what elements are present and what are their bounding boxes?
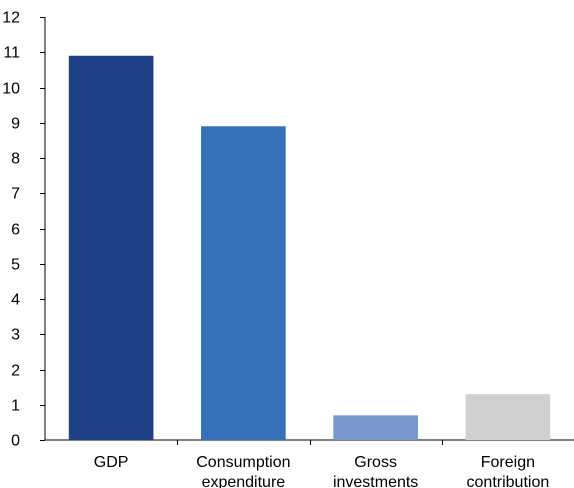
bars	[68, 55, 551, 441]
y-tick-label: 11	[3, 45, 20, 62]
y-tick-label: 5	[11, 257, 20, 274]
y-tick-label: 3	[11, 327, 20, 344]
x-axis-labels: GDP Consumption expenditure Gross investment…	[94, 454, 549, 488]
y-tick-label: 7	[11, 186, 20, 203]
bar	[465, 394, 551, 440]
y-tick-label: 8	[11, 151, 20, 168]
x-category-label-line: Gross	[354, 454, 397, 471]
x-category-label: Consumption expenditure	[196, 454, 290, 488]
y-tick-label: 9	[11, 116, 20, 133]
x-category-label: GDP	[94, 454, 129, 471]
y-tick-label: 0	[11, 433, 20, 450]
bar	[333, 415, 418, 440]
bar	[201, 126, 286, 441]
x-category-label: Gross investments	[333, 454, 418, 488]
x-category-label-line: Consumption	[196, 454, 290, 471]
y-tick-label: 12	[2, 10, 20, 27]
x-category-label-line: contribution	[467, 474, 550, 488]
y-tick-label: 10	[2, 81, 20, 98]
x-category-label-line: GDP	[94, 454, 129, 471]
y-tick-label: 1	[11, 398, 20, 415]
x-category-label-line: expenditure	[202, 474, 286, 488]
x-category-label-line: investments	[333, 474, 418, 488]
bar	[68, 55, 154, 441]
x-category-label: Foreign contribution	[467, 454, 550, 488]
x-category-label-line: Foreign	[481, 454, 535, 471]
y-tick-label: 6	[11, 222, 20, 239]
y-tick-label: 4	[11, 292, 20, 309]
y-tick-label: 2	[11, 363, 20, 380]
